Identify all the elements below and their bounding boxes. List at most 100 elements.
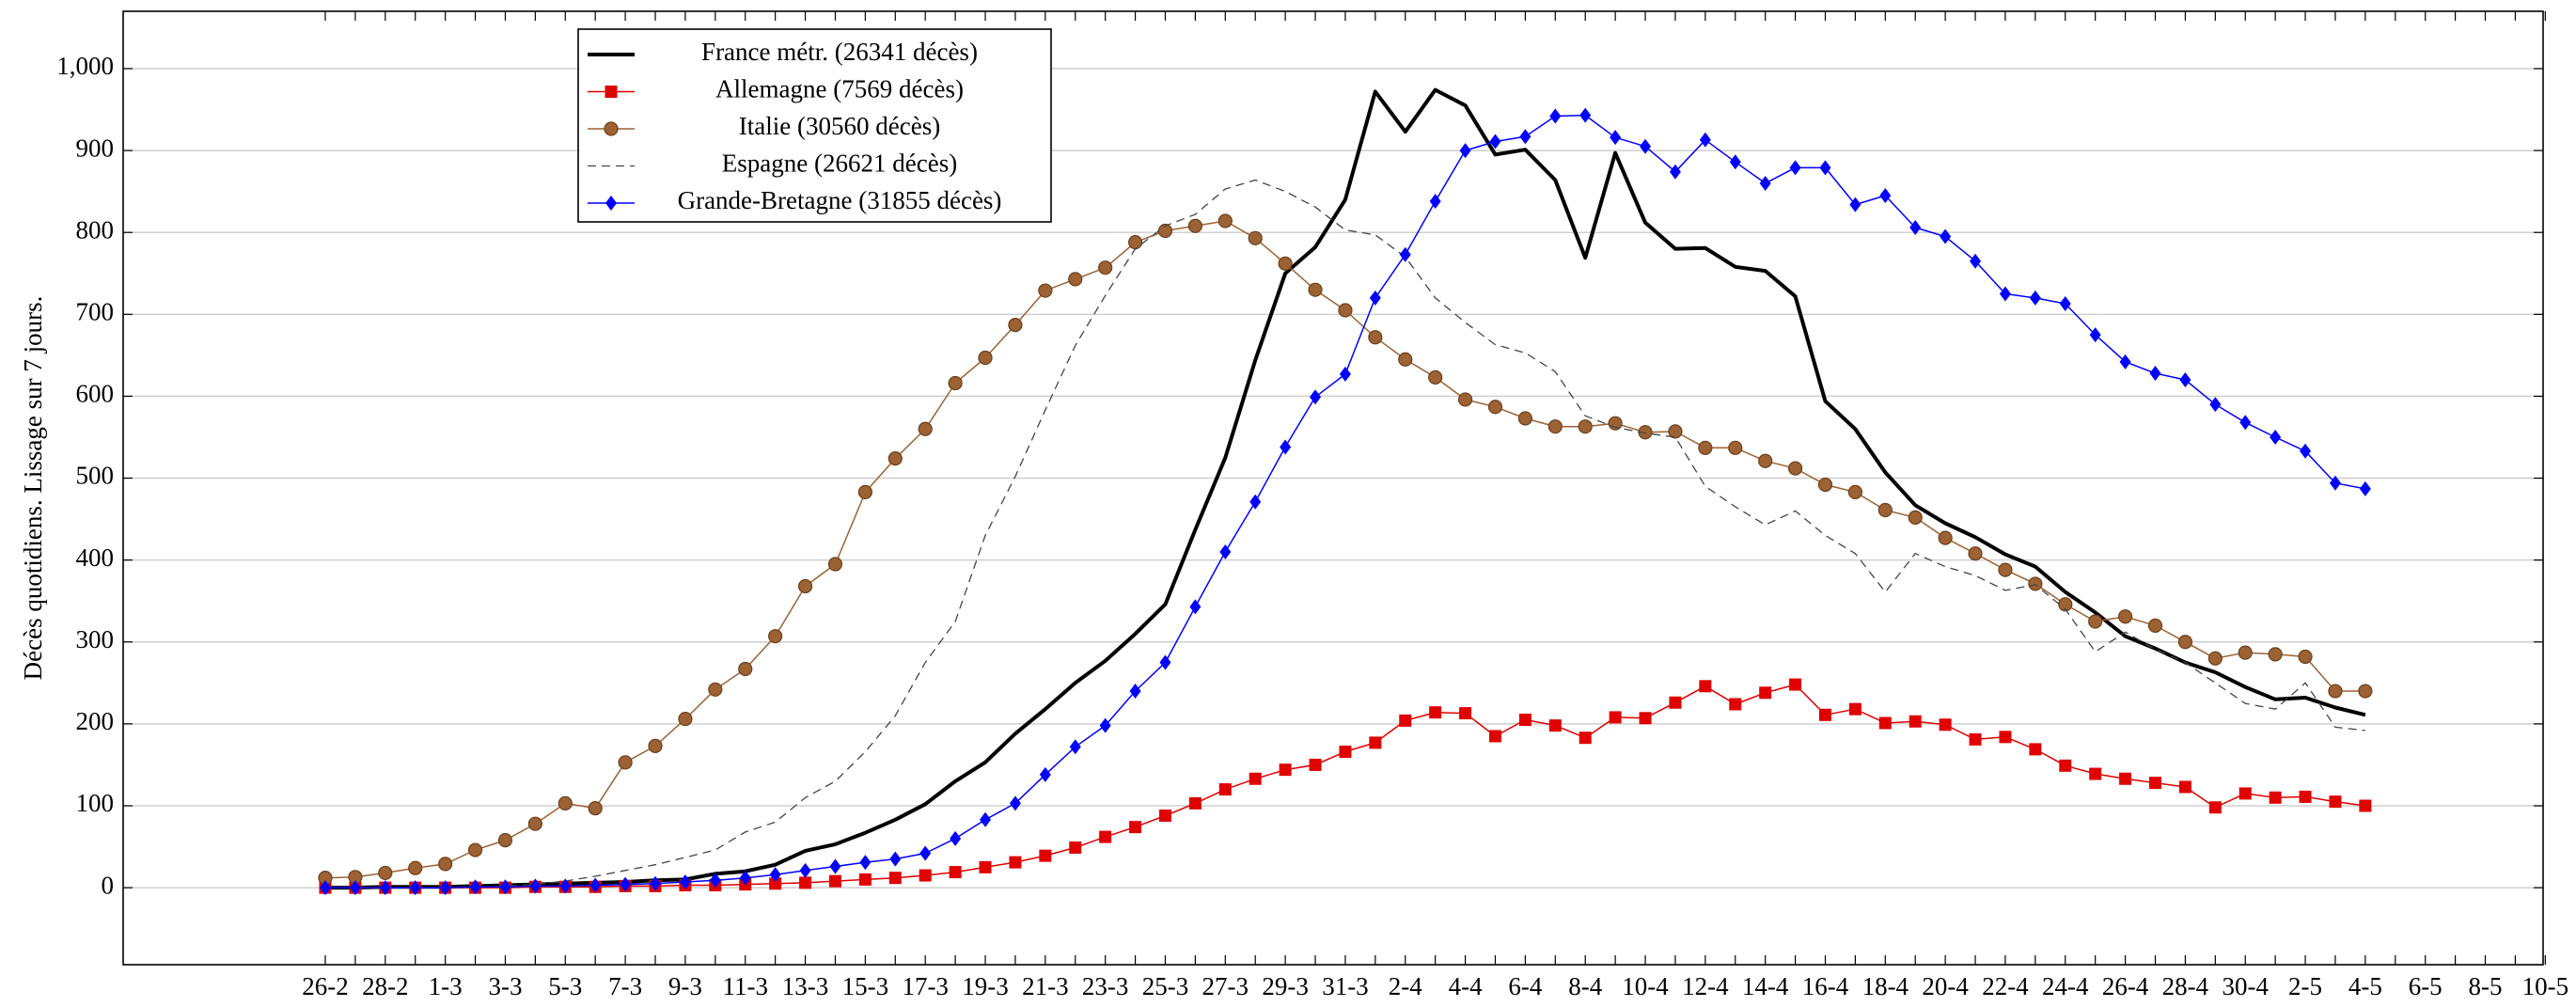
marker [1188, 796, 1202, 810]
marker [1940, 228, 1952, 244]
marker [1338, 303, 1353, 318]
marker [949, 866, 962, 879]
marker [438, 857, 453, 872]
marker [2119, 772, 2132, 785]
marker [497, 832, 513, 848]
marker [1789, 678, 1802, 691]
marker [1879, 188, 1892, 204]
marker [2328, 684, 2343, 699]
marker [1578, 419, 1593, 434]
marker [1579, 107, 1592, 123]
marker [1847, 484, 1863, 499]
marker [349, 880, 361, 896]
marker [2089, 327, 2101, 343]
x-tick-label: 19-3 [962, 972, 1009, 1000]
legend-box [577, 28, 1052, 223]
marker [1789, 160, 1801, 176]
legend-marker [605, 196, 617, 211]
marker [1969, 732, 1982, 746]
marker [529, 878, 542, 894]
marker [589, 877, 602, 893]
y-tick-label: 500 [76, 462, 115, 490]
marker [888, 872, 902, 885]
marker [1308, 282, 1323, 297]
series-line [325, 114, 2366, 889]
marker [1999, 731, 2012, 744]
marker [1849, 197, 1861, 212]
x-tick-label: 12-4 [1682, 972, 1729, 1000]
marker [1069, 841, 1082, 854]
marker [739, 870, 751, 886]
marker [2207, 651, 2223, 666]
marker [1278, 256, 1293, 271]
y-tick-label: 800 [76, 215, 115, 244]
legend-label: Italie (30560 décès) [739, 112, 940, 140]
marker [2119, 354, 2131, 370]
legend-label: Allemagne (7569 décès) [715, 75, 964, 103]
legend-label: Grande-Bretagne (31855 décès) [678, 186, 1002, 214]
x-tick-label: 2-4 [1389, 972, 1422, 1000]
x-tick-label: 3-3 [488, 972, 522, 1000]
marker [1668, 424, 1683, 439]
marker [1339, 366, 1351, 382]
marker [828, 874, 841, 888]
marker [1428, 370, 1443, 385]
x-tick-label: 24-4 [2042, 972, 2089, 1000]
marker [2238, 645, 2253, 660]
marker [558, 795, 573, 810]
marker [1429, 706, 1442, 719]
marker [1489, 134, 1501, 149]
marker [1519, 129, 1531, 145]
legend-label: France métr. (26341 décès) [701, 38, 978, 66]
marker [919, 869, 932, 882]
marker [1099, 830, 1112, 843]
marker [857, 484, 872, 499]
marker [1938, 530, 1953, 545]
marker [1280, 439, 1292, 455]
marker [467, 842, 483, 858]
marker [948, 375, 963, 391]
x-tick-label: 21-3 [1022, 972, 1069, 1000]
marker [738, 661, 753, 677]
marker [950, 830, 962, 846]
x-tick-label: 27-3 [1202, 972, 1249, 1000]
x-tick-label: 16-4 [1802, 972, 1849, 1000]
marker [1158, 809, 1171, 822]
marker [1548, 719, 1562, 732]
marker [1699, 680, 1712, 693]
x-tick-label: 5-3 [548, 972, 582, 1000]
legend-marker [604, 121, 619, 136]
marker [918, 421, 933, 436]
marker [1487, 400, 1503, 415]
marker [1819, 708, 1831, 721]
x-tick-label: 7-3 [608, 972, 642, 1000]
marker [1038, 283, 1053, 298]
marker [1488, 730, 1501, 743]
marker [1068, 272, 1083, 287]
marker [378, 865, 393, 881]
x-tick-label: 26-4 [2102, 972, 2149, 1000]
marker [1459, 707, 1472, 720]
marker [499, 879, 511, 895]
marker [2268, 647, 2283, 662]
marker [1369, 736, 1382, 749]
marker [2149, 777, 2162, 790]
x-tick-label: 28-2 [362, 972, 409, 1000]
marker [829, 858, 841, 874]
marker [2147, 618, 2163, 633]
marker [919, 845, 932, 861]
marker [1819, 160, 1831, 176]
marker [2179, 372, 2191, 388]
marker [1669, 696, 1682, 709]
marker [2118, 609, 2133, 624]
marker [1729, 154, 1741, 170]
marker [978, 350, 993, 366]
marker [709, 873, 721, 889]
marker [1398, 352, 1413, 367]
marker [980, 811, 992, 827]
marker [1939, 718, 1952, 732]
marker [799, 862, 811, 878]
marker [1189, 599, 1202, 615]
marker [1698, 440, 1713, 455]
